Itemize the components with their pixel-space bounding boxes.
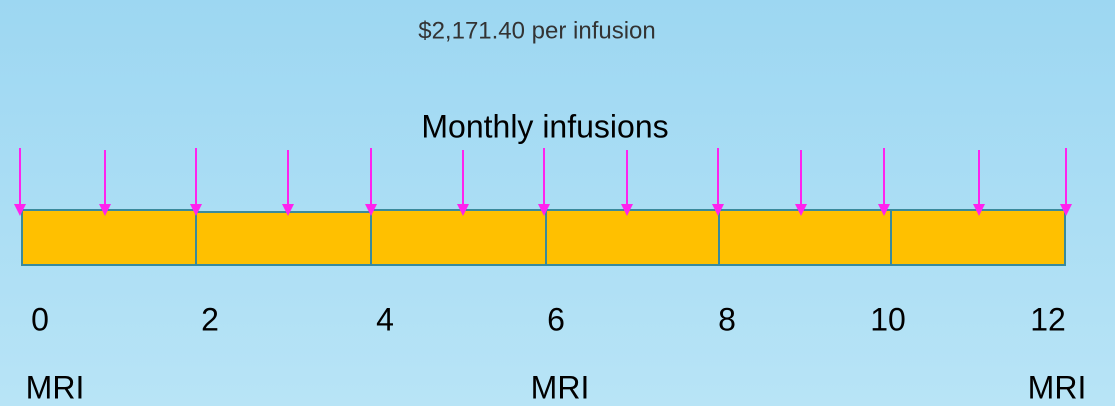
mri-label: MRI <box>26 369 85 405</box>
month-label: 10 <box>870 301 906 337</box>
segment <box>370 209 547 266</box>
month-label: 12 <box>1030 301 1066 337</box>
segment <box>890 209 1066 266</box>
segment <box>545 209 720 266</box>
month-label: 8 <box>718 301 736 337</box>
segment <box>21 209 197 266</box>
mri-label: MRI <box>1028 369 1087 405</box>
segment <box>718 209 892 266</box>
arrows <box>14 148 1072 216</box>
month-label: 6 <box>547 301 565 337</box>
labels: 0 2 4 6 8 10 12 MRI MRI MRI <box>26 301 1087 405</box>
month-label: 2 <box>201 301 219 337</box>
segment <box>195 211 372 266</box>
timeline-bar <box>21 209 1066 266</box>
mri-label: MRI <box>531 369 590 405</box>
month-label: 4 <box>376 301 394 337</box>
title: Monthly infusions <box>421 108 668 144</box>
month-label: 0 <box>31 301 49 337</box>
price: $2,171.40 per infusion <box>418 17 656 44</box>
